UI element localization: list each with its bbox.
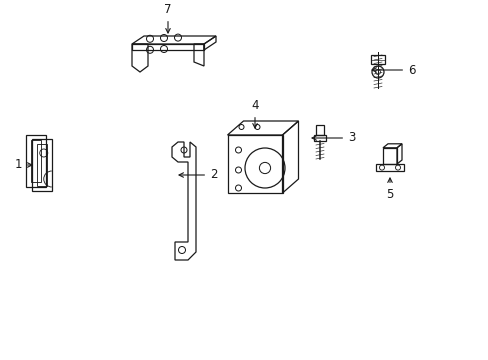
- Text: 3: 3: [311, 131, 355, 144]
- Text: 4: 4: [251, 99, 258, 128]
- Text: 1: 1: [15, 158, 32, 171]
- Bar: [315, 125, 324, 135]
- Text: 6: 6: [371, 63, 415, 77]
- Bar: [370, 55, 384, 64]
- Text: 7: 7: [164, 3, 171, 33]
- Text: 2: 2: [179, 168, 217, 181]
- Bar: [313, 135, 325, 141]
- Text: 5: 5: [386, 178, 393, 201]
